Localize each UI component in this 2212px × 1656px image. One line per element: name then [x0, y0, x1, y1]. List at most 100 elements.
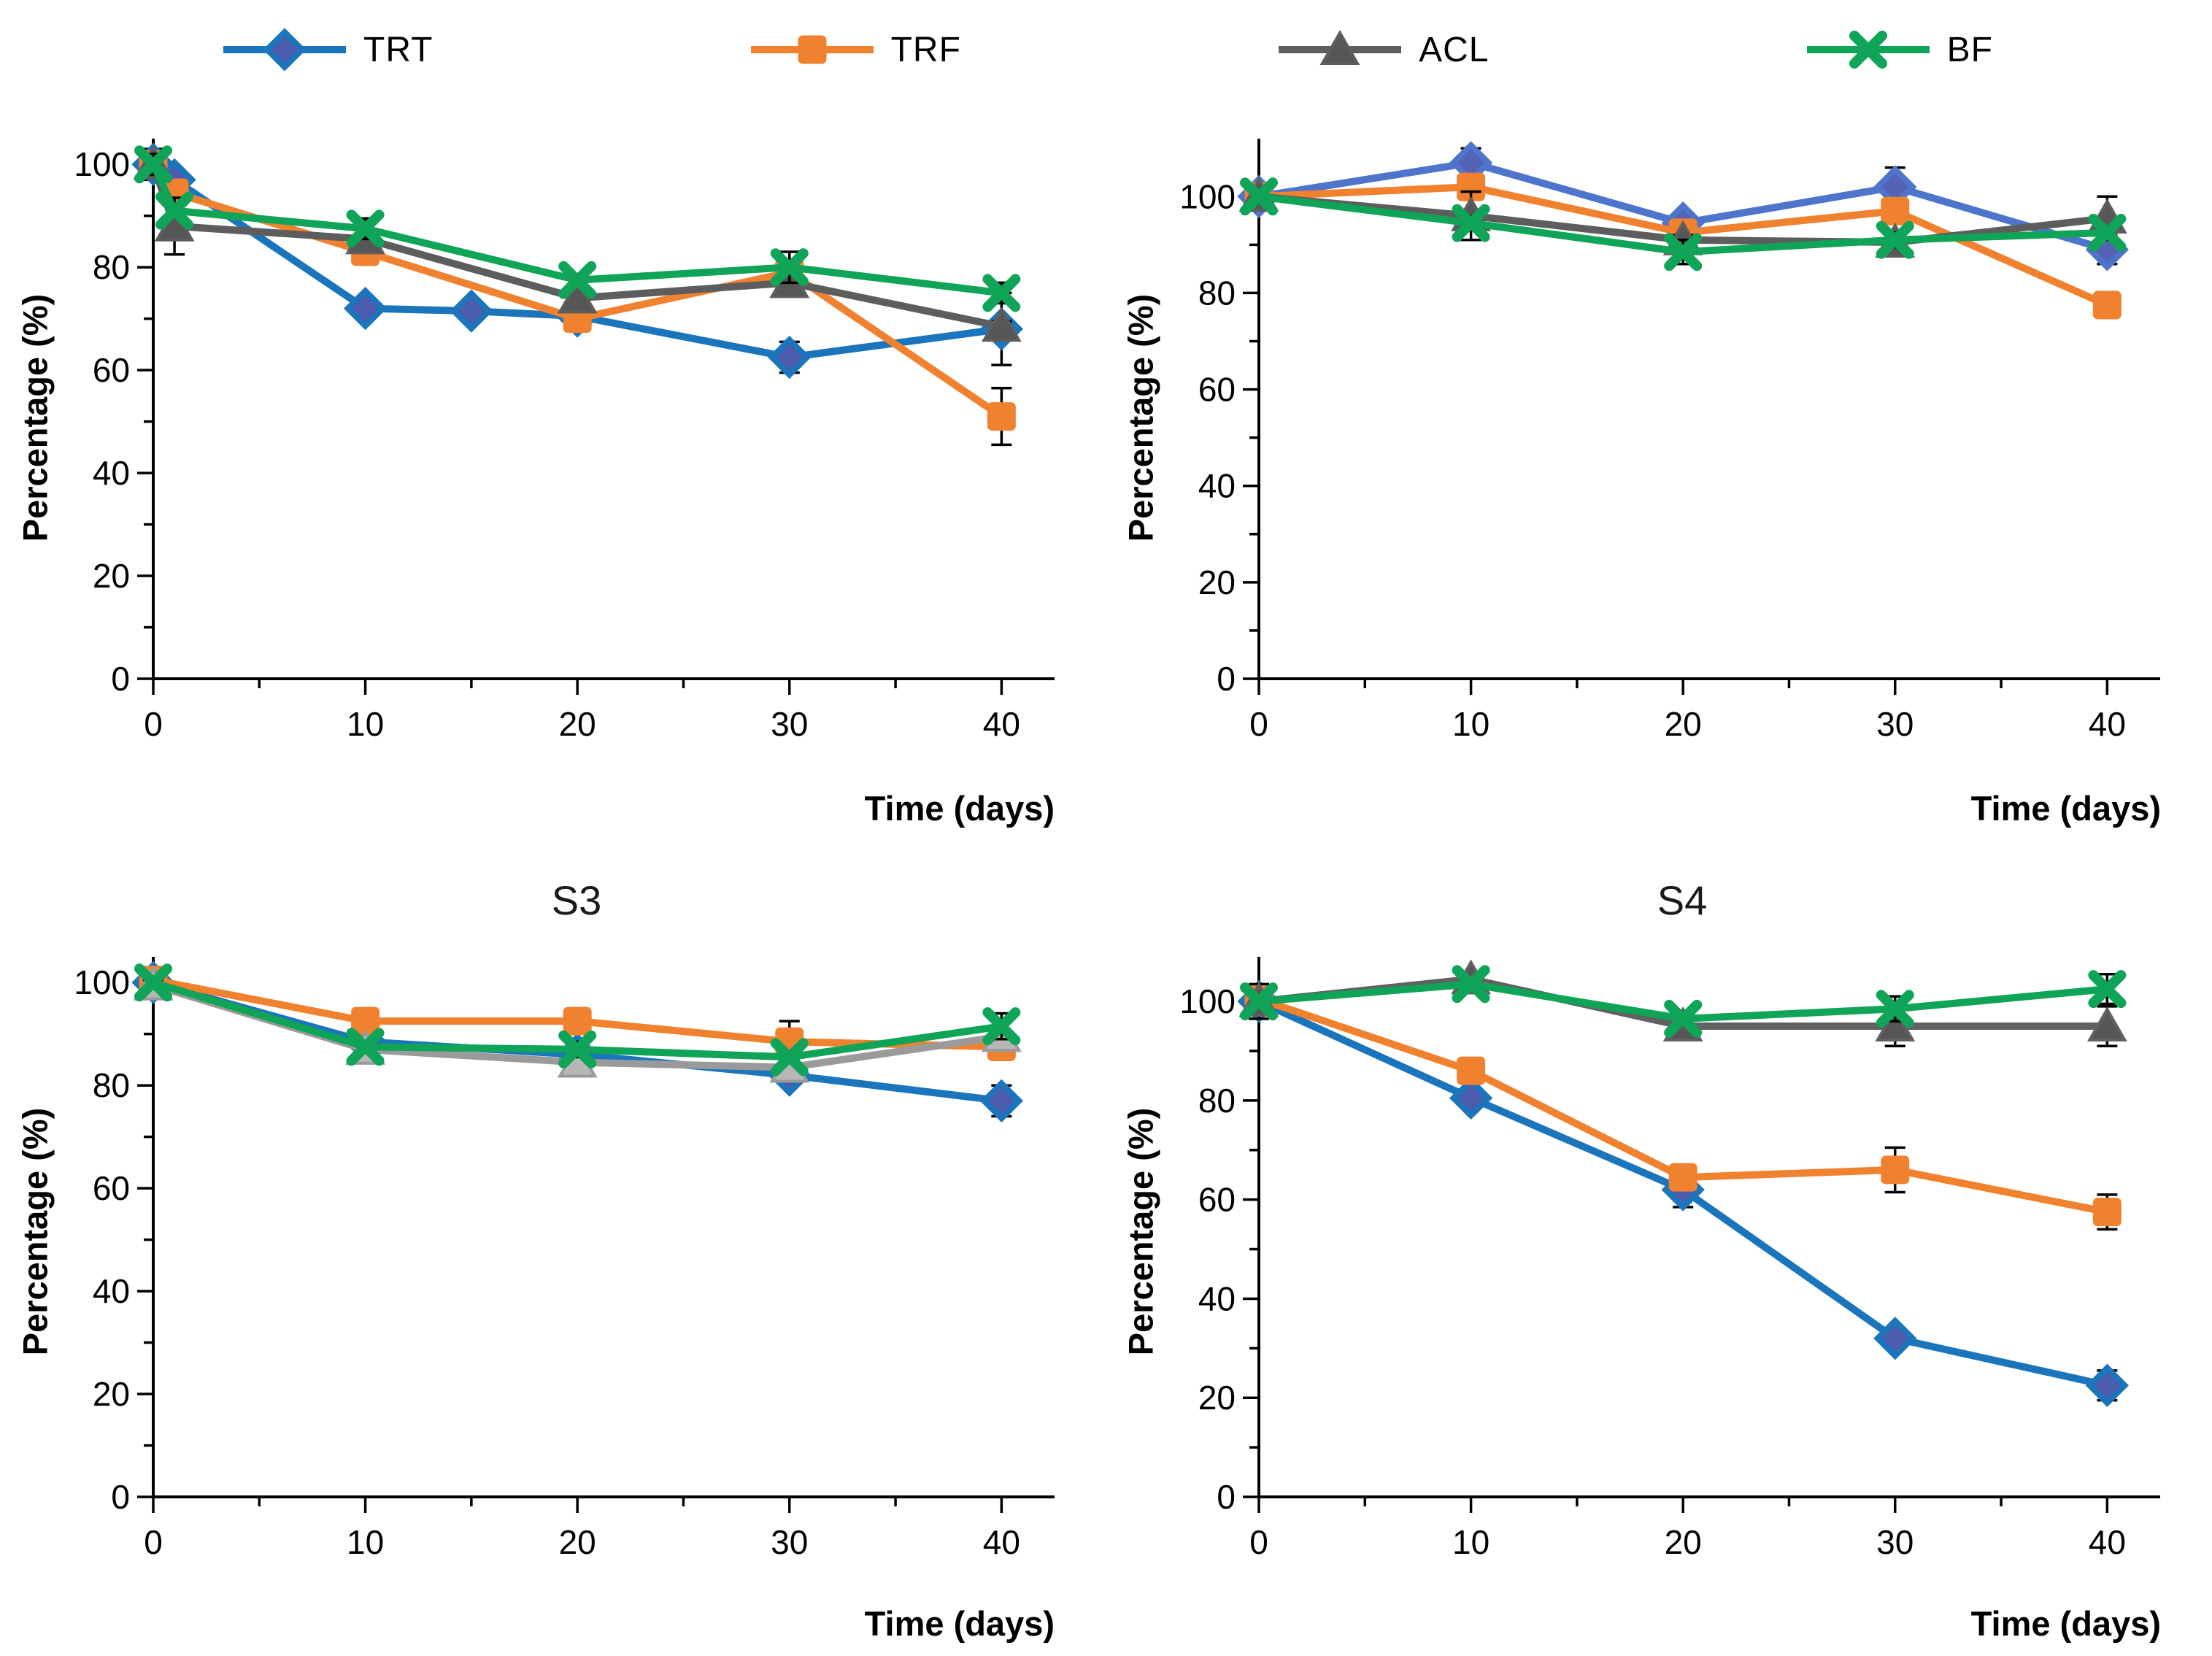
trt-diamond-marker-icon: [223, 28, 346, 72]
diamond-marker: [2085, 1363, 2130, 1407]
y-axis-label: Percentage (%): [15, 293, 55, 542]
diamond-marker: [263, 28, 307, 72]
square-marker: [1881, 196, 1910, 226]
triangle-marker: [1319, 29, 1360, 65]
x-tick-label: 40: [983, 705, 1020, 743]
legend-item-trf: TRF: [747, 6, 961, 93]
y-axis-label: Percentage (%): [1121, 293, 1160, 542]
trf-square-marker-icon: [750, 35, 874, 64]
x-axis-label: Time (days): [864, 1604, 1055, 1643]
x-marker: [346, 1028, 385, 1066]
x-tick-label: 10: [1452, 1523, 1490, 1561]
legend-item-bf: BF: [1803, 6, 1993, 93]
legend-item-trt: TRT: [219, 6, 433, 93]
diamond-marker: [1449, 1076, 1493, 1120]
x-marker: [1664, 999, 1703, 1038]
y-tick-label: 20: [1198, 1379, 1236, 1417]
square-marker: [987, 402, 1016, 431]
x-tick-label: 40: [2089, 1523, 2126, 1561]
y-tick-label: 80: [1198, 1082, 1236, 1120]
axes: 0 10 20 30 40 0 20 40 60 80 100: [74, 957, 1055, 1561]
x-marker: [1452, 965, 1490, 1004]
y-tick-label: 100: [74, 145, 130, 183]
y-tick-label: 60: [93, 351, 130, 389]
y-tick-label: 0: [111, 1478, 130, 1516]
chart-grid: Percentage (%) 0 10 20 30 40 0 20 40 60 80 100 Tim…: [0, 95, 2212, 1656]
x-tick-label: 30: [1876, 1523, 1914, 1561]
x-marker: [558, 261, 597, 299]
chart-panel-top-left: Percentage (%) 0 10 20 30 40 0 20 40 60 80 100 Tim…: [0, 95, 1106, 872]
series-TRT: [1237, 979, 2130, 1407]
diamond-marker: [1873, 1317, 1917, 1360]
x-marker: [1876, 220, 1914, 259]
series-BF: [134, 963, 1021, 1077]
y-tick-label: 0: [1217, 660, 1236, 698]
triangle-marker: [2086, 1006, 2127, 1042]
x-marker: [1452, 204, 1490, 242]
y-tick-label: 60: [93, 1169, 130, 1207]
y-tick-label: 0: [1217, 1478, 1236, 1516]
x-tick-label: 10: [347, 705, 384, 743]
y-tick-label: 40: [1198, 1279, 1236, 1317]
y-tick-label: 100: [1179, 177, 1236, 215]
y-tick-label: 0: [111, 660, 130, 698]
y-tick-label: 100: [1179, 982, 1236, 1020]
x-marker: [2088, 213, 2127, 252]
square-marker: [2092, 1198, 2122, 1227]
x-marker: [134, 145, 172, 184]
x-tick-label: 40: [2089, 705, 2126, 743]
acl-triangle-marker-icon: [1279, 29, 1402, 65]
x-marker: [1664, 233, 1703, 271]
x-marker: [134, 963, 172, 1002]
line-chart-s4: 0 10 20 30 40 0 20 40 60 80 100: [1179, 957, 2160, 1561]
y-tick-label: 60: [1198, 1181, 1236, 1219]
y-tick-label: 40: [93, 454, 130, 492]
chart-panel-s3: S3 Percentage (%) 0 10 20 30 40 0 20 40 60 80 100 …: [0, 872, 1106, 1656]
diamond-marker: [768, 335, 812, 380]
y-tick-label: 80: [93, 248, 130, 286]
legend-label-trt: TRT: [363, 30, 433, 69]
x-marker: [155, 191, 194, 230]
y-axis-label: Percentage (%): [1121, 1107, 1160, 1356]
chart-panel-top-right: Percentage (%) 0 10 20 30 40 0 20 40 60 80 100 Tim…: [1106, 95, 2212, 872]
x-marker: [346, 209, 385, 248]
x-tick-label: 20: [1665, 705, 1702, 743]
x-tick-label: 0: [1249, 1523, 1268, 1561]
x-marker: [1849, 31, 1887, 69]
y-tick-label: 40: [93, 1272, 130, 1310]
x-axis-label: Time (days): [1970, 789, 2161, 828]
legend: TRT TRF ACL BF: [0, 6, 2212, 93]
y-tick-label: 40: [1198, 467, 1236, 505]
x-tick-label: 30: [771, 1523, 808, 1561]
square-marker: [2092, 290, 2122, 320]
y-axis-label: Percentage (%): [15, 1107, 55, 1356]
legend-item-acl: ACL: [1274, 6, 1489, 93]
square-marker: [1457, 1056, 1486, 1085]
x-marker: [770, 248, 809, 287]
x-marker: [2088, 970, 2127, 1009]
y-tick-label: 60: [1198, 371, 1236, 409]
y-tick-label: 80: [93, 1066, 130, 1104]
x-tick-label: 0: [1249, 705, 1268, 743]
legend-label-bf: BF: [1946, 30, 1993, 69]
y-tick-label: 20: [93, 557, 130, 595]
x-marker: [770, 1038, 809, 1077]
y-tick-label: 100: [74, 963, 130, 1001]
line-chart-s3: 0 10 20 30 40 0 20 40 60 80 100: [74, 957, 1055, 1561]
square-marker: [1668, 1163, 1697, 1192]
square-marker: [1881, 1155, 1910, 1185]
chart-panel-s4: S4 Percentage (%) 0 10 20 30 40 0 20 40 60 80 100 …: [1106, 872, 2212, 1656]
axes: 0 10 20 30 40 0 20 40 60 80 100: [1179, 139, 2160, 743]
panel-title-s3: S3: [551, 877, 602, 923]
legend-label-acl: ACL: [1419, 30, 1490, 69]
x-marker: [1876, 990, 1914, 1028]
x-marker: [1240, 982, 1278, 1021]
x-tick-label: 10: [347, 1523, 384, 1561]
line-chart-top-left: 0 10 20 30 40 0 20 40 60 80 100: [74, 139, 1055, 743]
y-tick-label: 20: [1198, 563, 1236, 601]
x-tick-label: 20: [559, 1523, 596, 1561]
x-tick-label: 0: [144, 1523, 163, 1561]
diamond-marker: [450, 289, 493, 333]
x-tick-label: 40: [983, 1523, 1020, 1561]
